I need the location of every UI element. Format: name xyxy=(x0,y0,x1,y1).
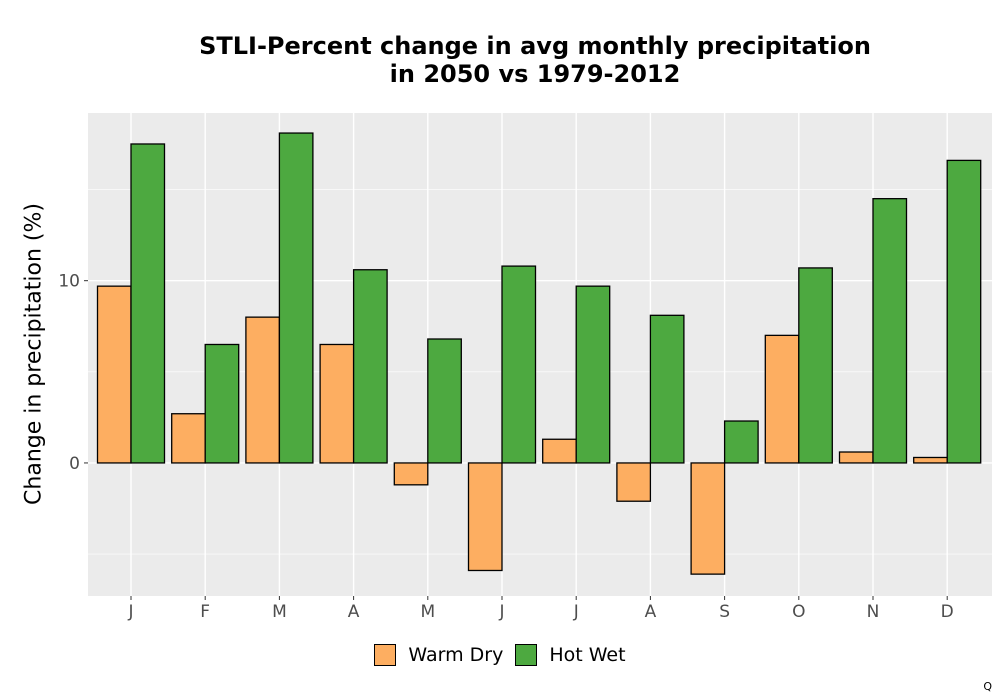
bar-warm-dry xyxy=(616,462,652,502)
bar-hot-wet xyxy=(352,269,388,464)
x-tick-label: J xyxy=(498,602,504,622)
x-tick-label: N xyxy=(867,602,880,622)
bar-warm-dry xyxy=(245,316,281,464)
x-tick-label: J xyxy=(127,602,133,622)
legend: Warm Dry Hot Wet xyxy=(0,640,1000,670)
bar-hot-wet xyxy=(872,198,908,464)
legend-swatch-hot-wet xyxy=(515,644,538,666)
bar-hot-wet xyxy=(798,267,833,464)
bar-hot-wet xyxy=(278,132,314,464)
x-tick-label: M xyxy=(420,602,435,622)
x-tick-label: D xyxy=(941,602,954,622)
bar-warm-dry xyxy=(171,413,206,464)
y-tick-label: 0 xyxy=(69,454,80,474)
bar-warm-dry xyxy=(913,456,948,464)
bar-hot-wet xyxy=(723,420,759,464)
y-tick-label: 10 xyxy=(58,272,80,292)
x-tick-label: S xyxy=(719,602,730,622)
legend-item-warm-dry: Warm Dry xyxy=(374,644,503,666)
legend-item-hot-wet: Hot Wet xyxy=(515,644,626,666)
legend-label-hot-wet: Hot Wet xyxy=(549,644,626,666)
bar-hot-wet xyxy=(649,314,685,464)
bar-warm-dry xyxy=(690,462,726,575)
chart-title-line-1: STLI-Percent change in avg monthly preci… xyxy=(199,32,871,60)
bar-hot-wet xyxy=(427,338,462,464)
legend-label-warm-dry: Warm Dry xyxy=(408,644,504,666)
bar-hot-wet xyxy=(204,343,240,464)
x-tick-label: A xyxy=(645,602,657,622)
x-tick-label: A xyxy=(348,602,360,622)
chart-title-line-2: in 2050 vs 1979-2012 xyxy=(389,60,681,88)
bar-hot-wet xyxy=(575,285,611,464)
bar-warm-dry xyxy=(542,438,577,464)
x-tick-label: O xyxy=(792,602,805,622)
bar-warm-dry xyxy=(319,343,355,464)
x-tick-label: M xyxy=(272,602,287,622)
bar-warm-dry xyxy=(393,462,429,486)
x-tick-label: F xyxy=(200,602,210,622)
x-tick-label: J xyxy=(573,602,579,622)
bar-warm-dry xyxy=(838,451,874,464)
bar-hot-wet xyxy=(501,265,537,464)
bar-hot-wet xyxy=(130,143,166,464)
legend-swatch-warm-dry xyxy=(374,644,397,666)
bar-warm-dry xyxy=(467,462,503,572)
bar-warm-dry xyxy=(764,334,800,464)
bar-hot-wet xyxy=(946,159,982,464)
corner-mark: Q xyxy=(983,680,992,693)
bar-warm-dry xyxy=(96,285,132,464)
